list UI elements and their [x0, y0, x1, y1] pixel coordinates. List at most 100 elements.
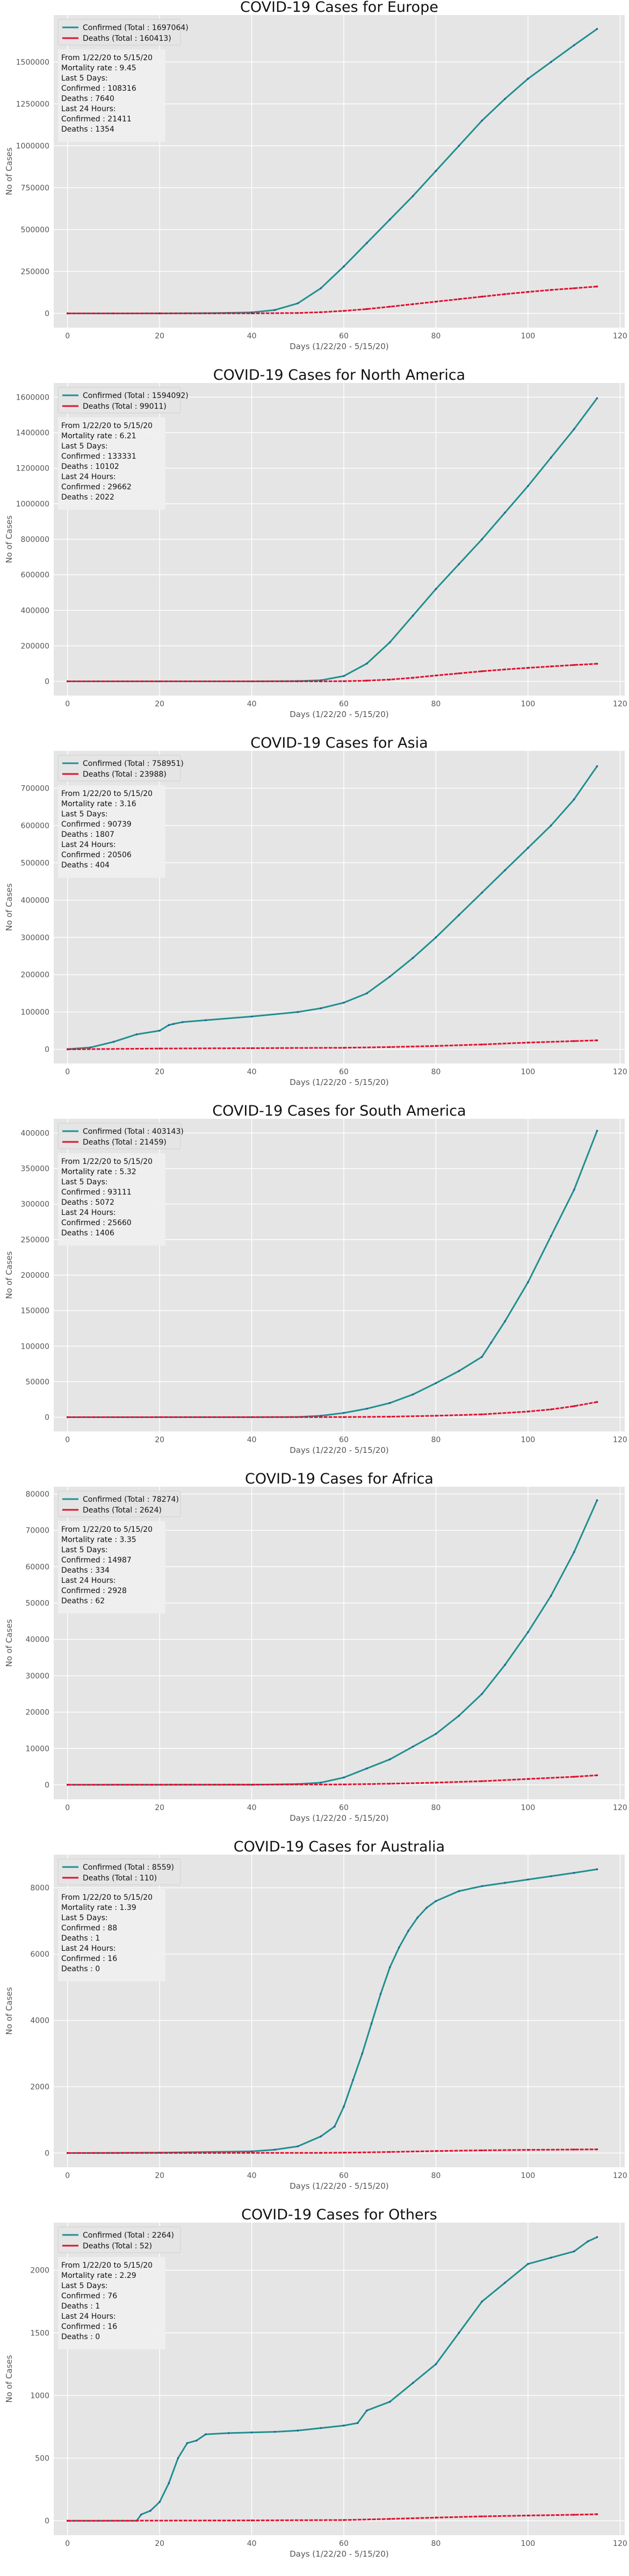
data-point — [320, 2152, 322, 2154]
x-tick-label: 20 — [155, 1804, 164, 1812]
data-point — [481, 2149, 483, 2152]
legend-entry: Deaths (Total : 52) — [83, 2242, 152, 2251]
y-tick-label: 2000 — [30, 2267, 49, 2275]
data-point — [573, 1551, 575, 1553]
data-point — [366, 679, 368, 682]
legend-entry: Deaths (Total : 110) — [83, 1874, 157, 1883]
stats-line: Confirmed : 16 — [61, 2322, 117, 2331]
data-point — [573, 2514, 575, 2516]
data-point — [89, 1046, 92, 1048]
data-point — [550, 457, 552, 459]
data-point — [297, 312, 299, 314]
x-tick-label: 60 — [339, 1804, 349, 1812]
legend-entry: Confirmed (Total : 403143) — [83, 1127, 184, 1136]
data-point — [527, 484, 529, 487]
data-point — [66, 2152, 69, 2154]
stats-line: Mortality rate : 3.35 — [61, 1536, 136, 1544]
y-tick-label: 80000 — [25, 1490, 49, 1499]
data-point — [66, 1048, 69, 1051]
data-point — [320, 1782, 322, 1784]
series-line-deaths — [67, 1774, 597, 1786]
data-point — [596, 1868, 598, 1871]
data-point — [527, 2263, 529, 2265]
data-point — [596, 1130, 598, 1132]
x-tick-label: 120 — [613, 332, 627, 341]
data-point — [435, 674, 437, 677]
x-tick-label: 40 — [247, 332, 257, 341]
data-point — [388, 1402, 391, 1404]
data-point — [343, 1416, 345, 1419]
y-axis-label: No of Cases — [4, 1619, 14, 1667]
stats-line: Mortality rate : 5.32 — [61, 1168, 136, 1176]
x-axis-label: Days (1/22/20 - 5/15/20) — [290, 1813, 389, 1823]
data-point — [273, 2148, 276, 2151]
data-point — [177, 2457, 179, 2459]
data-point — [596, 765, 598, 768]
chart-svg: 0 20 40 60 80 100 120 0 50000 100000 150000 200000 2… — [4, 1104, 627, 1455]
data-point — [573, 2148, 575, 2151]
data-point — [481, 2515, 483, 2517]
y-tick-label: 100000 — [21, 1342, 49, 1351]
data-point — [343, 675, 345, 677]
data-point — [435, 588, 437, 590]
y-tick-label: 70000 — [25, 1526, 49, 1535]
stats-line: Deaths : 2022 — [61, 493, 114, 502]
chart-svg: 0 20 40 60 80 100 120 0 10000 20000 30000 40000 5000… — [4, 1472, 627, 1823]
data-point — [343, 265, 345, 267]
data-point — [550, 2256, 552, 2259]
y-tick-label: 400000 — [21, 896, 49, 905]
y-tick-label: 0 — [45, 2517, 49, 2526]
data-point — [527, 2514, 529, 2517]
x-tick-label: 120 — [613, 1804, 627, 1812]
stats-line: From 1/22/20 to 5/15/20 — [61, 54, 153, 62]
data-point — [481, 1356, 483, 1358]
stats-line: Deaths : 1354 — [61, 125, 114, 134]
data-point — [343, 309, 345, 312]
data-point — [481, 538, 483, 540]
series-line-deaths — [67, 1039, 597, 1051]
data-point — [273, 309, 276, 312]
legend-box — [57, 2226, 181, 2253]
data-point — [573, 287, 575, 290]
data-point — [140, 2513, 142, 2516]
data-point — [158, 1030, 161, 1032]
x-tick-label: 120 — [613, 2539, 627, 2548]
data-point — [550, 824, 552, 827]
stats-box — [58, 1521, 165, 1613]
x-axis-label: Days (1/22/20 - 5/15/20) — [290, 342, 389, 351]
stats-line: Confirmed : 90739 — [61, 820, 132, 829]
x-tick-label: 60 — [339, 332, 349, 341]
chart-panel: 0 20 40 60 80 100 120 0 500 1000 1500 2000 COVID-19 … — [0, 2208, 629, 2575]
data-point — [320, 287, 322, 290]
data-point — [458, 1890, 460, 1892]
data-point — [158, 2501, 161, 2503]
stats-line: Confirmed : 93111 — [61, 1188, 132, 1197]
y-tick-label: 300000 — [21, 934, 49, 942]
stats-line: Deaths : 0 — [61, 1965, 100, 1973]
y-tick-label: 20000 — [25, 1709, 49, 1717]
x-tick-label: 80 — [431, 1804, 441, 1812]
stats-line: Last 5 Days: — [61, 2282, 108, 2290]
data-point — [250, 1047, 253, 1050]
stats-line: Confirmed : 25660 — [61, 1219, 132, 1227]
stats-line: Last 24 Hours: — [61, 1944, 116, 1953]
data-point — [343, 1776, 345, 1779]
data-point — [411, 1746, 414, 1748]
y-axis-label: No of Cases — [4, 515, 14, 563]
stats-line: Deaths : 1406 — [61, 1229, 114, 1238]
data-point — [352, 2079, 355, 2081]
data-point — [250, 2431, 253, 2434]
x-tick-label: 60 — [339, 1436, 349, 1444]
legend-entry: Deaths (Total : 23988) — [83, 770, 167, 779]
stats-line: Last 5 Days: — [61, 442, 108, 451]
stats-box — [58, 785, 165, 878]
x-tick-label: 20 — [155, 2172, 164, 2180]
data-point — [527, 1631, 529, 1633]
data-point — [205, 2433, 207, 2436]
chart-title: COVID-19 Cases for Australia — [234, 1840, 445, 1855]
data-point — [573, 428, 575, 430]
data-point — [158, 1047, 161, 1050]
stats-line: From 1/22/20 to 5/15/20 — [61, 422, 153, 430]
chart-svg: 0 20 40 60 80 100 120 0 250000 500000 750000 100000… — [4, 0, 627, 351]
x-tick-label: 20 — [155, 332, 164, 341]
